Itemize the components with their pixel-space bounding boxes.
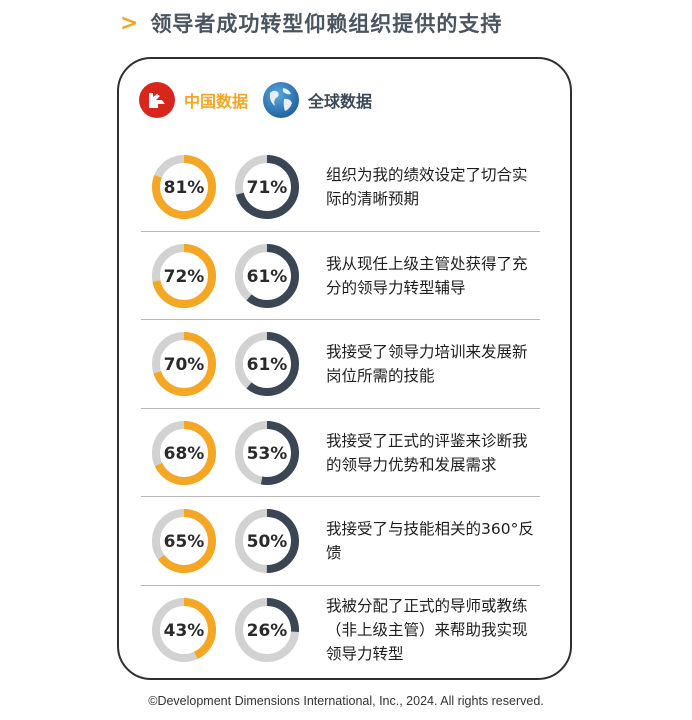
china-flag-icon: [139, 82, 175, 118]
china-donut: 43%: [152, 597, 216, 662]
global-percent-label: 71%: [247, 178, 288, 198]
chart-row: 70% 61% 我接受了领导力培训来发展新岗位所需的技能: [141, 319, 540, 408]
copyright-footer: ©Development Dimensions International, I…: [148, 694, 544, 708]
global-donut: 53%: [235, 420, 299, 485]
chart-title: 领导者成功转型仰赖组织提供的支持: [150, 12, 503, 36]
china-donut: 70%: [152, 332, 216, 396]
china-donut: 68%: [152, 420, 216, 485]
china-donut: 81%: [152, 155, 216, 219]
china-percent-label: 65%: [164, 532, 205, 552]
china-percent-label: 72%: [164, 267, 205, 287]
global-percent-label: 61%: [247, 267, 288, 287]
chart-row: 72% 61% 我从现任上级主管处获得了充分的领导力转型辅导: [141, 230, 540, 320]
global-donut-arc: [235, 597, 299, 662]
china-donut: 65%: [152, 509, 216, 573]
china-donut: 72%: [152, 243, 216, 308]
china-donut-arc: [152, 332, 216, 396]
global-donut-arc: [235, 420, 299, 485]
global-donut-arc: [235, 332, 299, 396]
global-donut: 26%: [235, 597, 299, 662]
china-donut-arc: [152, 597, 216, 662]
legend-china-label: 中国数据: [184, 92, 249, 111]
chevron-right-icon: >: [120, 10, 139, 36]
row-statement: 组织为我的绩效设定了切合实际的清晰预期: [326, 166, 528, 208]
row-statement: 我接受了领导力培训来发展新岗位所需的技能: [326, 343, 528, 385]
chart-row: 81% 71% 组织为我的绩效设定了切合实际的清晰预期: [141, 143, 540, 231]
global-donut-arc: [235, 509, 299, 573]
legend: 中国数据 全球数据: [138, 80, 372, 120]
china-donut-arc: [152, 420, 216, 485]
global-donut: 71%: [235, 155, 299, 219]
global-donut: 61%: [235, 243, 299, 308]
china-percent-label: 43%: [164, 621, 205, 641]
global-donut: 61%: [235, 332, 299, 396]
global-donut-arc: [235, 155, 299, 219]
global-donut-arc: [235, 243, 299, 308]
chart-row: 65% 50% 我接受了与技能相关的360°反馈: [141, 496, 540, 585]
chart-row: 43% 26% 我被分配了正式的导师或教练（非上级主管）来帮助我实现领导力转型: [141, 584, 540, 674]
row-statement: 我从现任上级主管处获得了充分的领导力转型辅导: [326, 254, 528, 297]
china-percent-label: 81%: [164, 178, 205, 198]
globe-icon: [263, 82, 300, 118]
global-percent-label: 26%: [247, 621, 288, 641]
row-statement: 我接受了正式的评鉴来诊断我的领导力优势和发展需求: [326, 431, 528, 474]
chart-rows: 81% 71% 组织为我的绩效设定了切合实际的清晰预期 72% 61% 我从现任上级主管处…: [141, 143, 540, 673]
china-percent-label: 68%: [164, 444, 205, 464]
china-donut-arc: [152, 509, 216, 573]
page-title: > 领导者成功转型仰赖组织提供的支持: [120, 6, 502, 40]
china-donut-arc: [152, 155, 216, 219]
global-donut: 50%: [235, 509, 299, 573]
global-percent-label: 53%: [247, 444, 288, 464]
china-donut-arc: [152, 243, 216, 308]
row-statement: 我被分配了正式的导师或教练（非上级主管）来帮助我实现领导力转型: [326, 596, 528, 663]
china-percent-label: 70%: [164, 355, 205, 375]
global-percent-label: 50%: [247, 532, 288, 552]
global-percent-label: 61%: [247, 355, 288, 375]
row-statement: 我接受了与技能相关的360°反馈: [326, 520, 534, 562]
legend-global-label: 全球数据: [308, 92, 373, 111]
chart-row: 68% 53% 我接受了正式的评鉴来诊断我的领导力优势和发展需求: [141, 407, 540, 497]
